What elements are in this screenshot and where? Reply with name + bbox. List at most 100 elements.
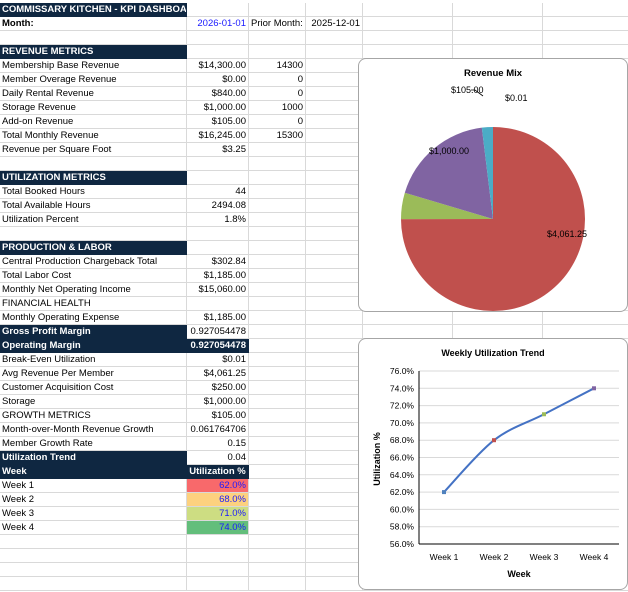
cell-c[interactable]: 0	[249, 87, 306, 101]
cell-a[interactable]: Total Booked Hours	[0, 185, 187, 199]
cell-b[interactable]: 68.0%	[187, 493, 249, 507]
cell-empty[interactable]	[543, 31, 628, 45]
cell-d[interactable]	[306, 423, 363, 437]
cell-d[interactable]	[306, 59, 363, 73]
cell-empty[interactable]	[453, 325, 543, 339]
cell-b[interactable]: $0.01	[187, 353, 249, 367]
cell-d[interactable]	[306, 283, 363, 297]
cell-d[interactable]	[306, 269, 363, 283]
cell-b[interactable]: 2494.08	[187, 199, 249, 213]
cell-b[interactable]: $1,000.00	[187, 395, 249, 409]
cell-a[interactable]	[0, 535, 187, 549]
cell-d[interactable]	[306, 353, 363, 367]
cell-d[interactable]	[306, 493, 363, 507]
cell-b[interactable]	[187, 157, 249, 171]
cell-b[interactable]	[187, 241, 249, 255]
cell-a[interactable]	[0, 549, 187, 563]
cell-d[interactable]	[306, 577, 363, 591]
cell-d[interactable]	[306, 325, 363, 339]
cell-c[interactable]	[249, 297, 306, 311]
cell-d[interactable]	[306, 157, 363, 171]
cell-empty[interactable]	[363, 325, 453, 339]
cell-b[interactable]: 0.15	[187, 437, 249, 451]
cell-c[interactable]	[249, 367, 306, 381]
cell-a[interactable]: Gross Profit Margin	[0, 325, 187, 339]
cell-d[interactable]	[306, 3, 363, 17]
cell-b[interactable]	[187, 549, 249, 563]
cell-empty[interactable]	[363, 311, 453, 325]
cell-a[interactable]: COMMISSARY KITCHEN - KPI DASHBOARD	[0, 3, 187, 17]
cell-a[interactable]: Storage Revenue	[0, 101, 187, 115]
cell-d[interactable]	[306, 87, 363, 101]
cell-a[interactable]: Revenue per Square Foot	[0, 143, 187, 157]
cell-c[interactable]	[249, 283, 306, 297]
cell-a[interactable]: Central Production Chargeback Total	[0, 255, 187, 269]
cell-d[interactable]	[306, 339, 363, 353]
cell-empty[interactable]	[453, 3, 543, 17]
cell-a[interactable]: FINANCIAL HEALTH	[0, 297, 187, 311]
cell-a[interactable]: Membership Base Revenue	[0, 59, 187, 73]
cell-c[interactable]	[249, 493, 306, 507]
cell-d[interactable]	[306, 521, 363, 535]
cell-b[interactable]: 1.8%	[187, 213, 249, 227]
cell-c[interactable]	[249, 409, 306, 423]
cell-c[interactable]	[249, 171, 306, 185]
cell-b[interactable]: 62.0%	[187, 479, 249, 493]
cell-c[interactable]	[249, 241, 306, 255]
cell-d[interactable]	[306, 409, 363, 423]
cell-c[interactable]	[249, 3, 306, 17]
cell-b[interactable]: 44	[187, 185, 249, 199]
cell-c[interactable]	[249, 521, 306, 535]
cell-empty[interactable]	[453, 311, 543, 325]
cell-empty[interactable]	[363, 3, 453, 17]
cell-b[interactable]	[187, 297, 249, 311]
cell-b[interactable]: $302.84	[187, 255, 249, 269]
cell-b[interactable]: $840.00	[187, 87, 249, 101]
cell-a[interactable]: Add-on Revenue	[0, 115, 187, 129]
cell-d[interactable]	[306, 171, 363, 185]
cell-d[interactable]	[306, 395, 363, 409]
cell-a[interactable]: Month:	[0, 17, 187, 31]
cell-b[interactable]: 71.0%	[187, 507, 249, 521]
cell-b[interactable]: $4,061.25	[187, 367, 249, 381]
cell-d[interactable]	[306, 101, 363, 115]
cell-c[interactable]: 15300	[249, 129, 306, 143]
cell-b[interactable]: $1,185.00	[187, 269, 249, 283]
cell-b[interactable]: $105.00	[187, 409, 249, 423]
cell-empty[interactable]	[363, 31, 453, 45]
cell-b[interactable]	[187, 171, 249, 185]
cell-b[interactable]: $105.00	[187, 115, 249, 129]
cell-a[interactable]: Week	[0, 465, 187, 479]
cell-a[interactable]: Member Overage Revenue	[0, 73, 187, 87]
cell-a[interactable]: Monthly Net Operating Income	[0, 283, 187, 297]
cell-a[interactable]: Total Available Hours	[0, 199, 187, 213]
cell-empty[interactable]	[543, 3, 628, 17]
cell-a[interactable]	[0, 577, 187, 591]
cell-c[interactable]	[249, 45, 306, 59]
cell-a[interactable]: Break-Even Utilization	[0, 353, 187, 367]
cell-b[interactable]: 0.04	[187, 451, 249, 465]
cell-d[interactable]	[306, 185, 363, 199]
cell-d[interactable]	[306, 437, 363, 451]
cell-a[interactable]: UTILIZATION METRICS	[0, 171, 187, 185]
cell-a[interactable]: Week 2	[0, 493, 187, 507]
cell-a[interactable]: GROWTH METRICS	[0, 409, 187, 423]
cell-c[interactable]	[249, 311, 306, 325]
cell-c[interactable]	[249, 227, 306, 241]
cell-a[interactable]: Customer Acquisition Cost	[0, 381, 187, 395]
cell-c[interactable]	[249, 577, 306, 591]
cell-c[interactable]	[249, 381, 306, 395]
cell-b[interactable]: $3.25	[187, 143, 249, 157]
cell-c[interactable]	[249, 507, 306, 521]
cell-b[interactable]	[187, 563, 249, 577]
cell-d[interactable]	[306, 129, 363, 143]
cell-b[interactable]: $16,245.00	[187, 129, 249, 143]
cell-empty[interactable]	[453, 17, 543, 31]
cell-b[interactable]	[187, 227, 249, 241]
cell-b[interactable]	[187, 535, 249, 549]
cell-a[interactable]: Week 4	[0, 521, 187, 535]
cell-c[interactable]	[249, 353, 306, 367]
cell-c[interactable]	[249, 563, 306, 577]
cell-a[interactable]	[0, 227, 187, 241]
cell-b[interactable]: $250.00	[187, 381, 249, 395]
